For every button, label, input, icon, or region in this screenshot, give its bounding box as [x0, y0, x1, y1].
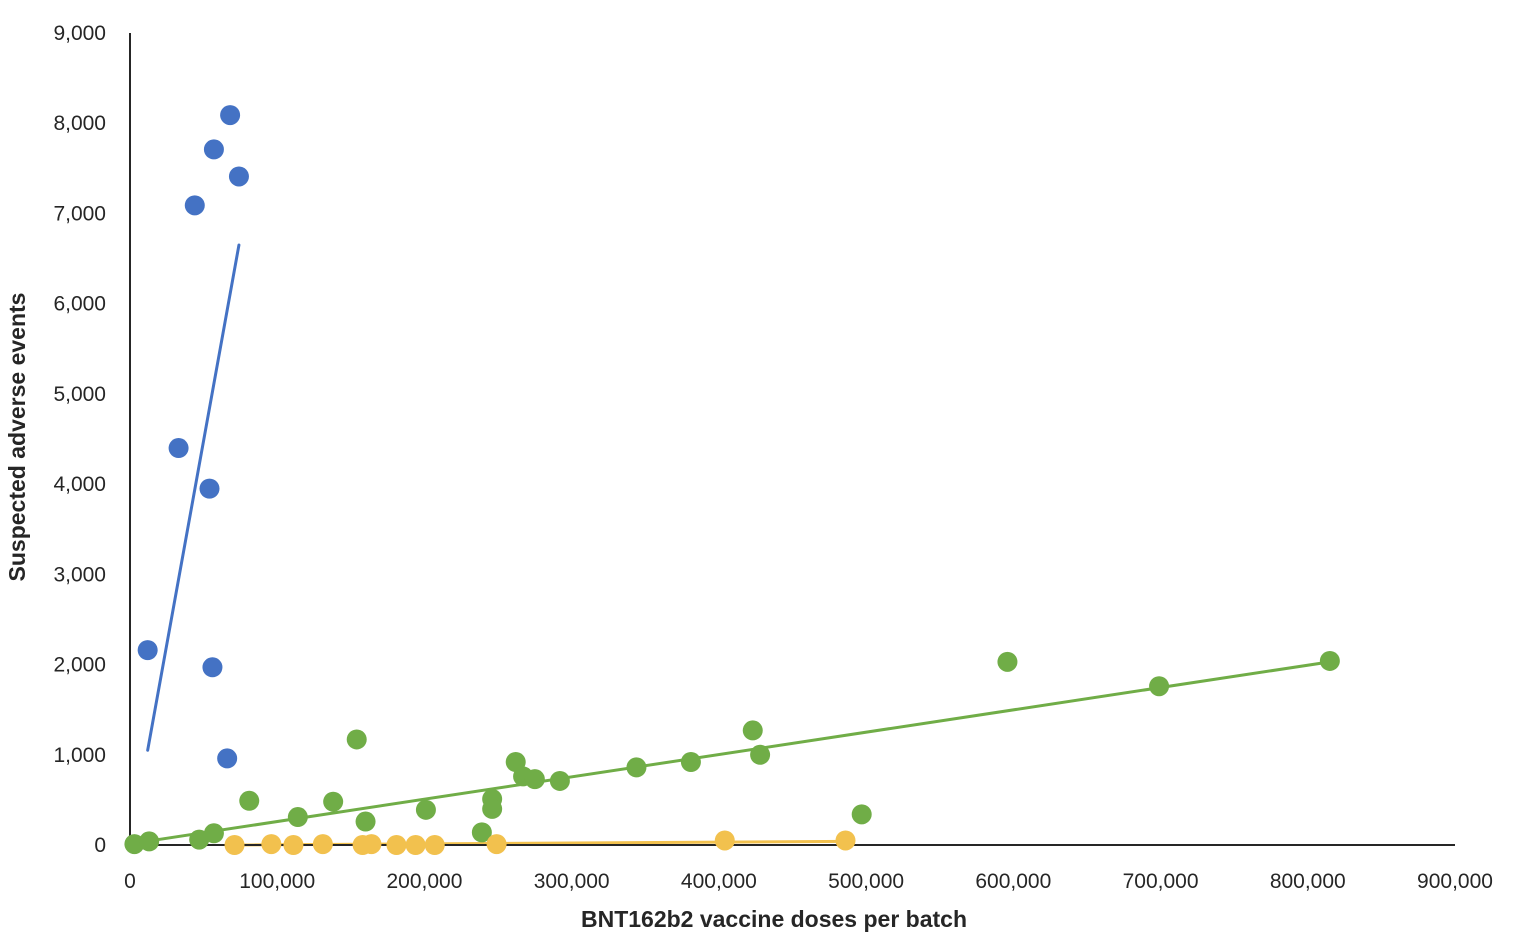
y-tick-label: 9,000 [53, 22, 106, 45]
data-point-series-3 [224, 835, 245, 855]
data-point-series-2 [549, 770, 570, 791]
data-point-series-2 [323, 791, 344, 812]
y-tick-label: 0 [94, 834, 106, 857]
x-tick-label: 400,000 [681, 870, 757, 893]
data-point-series-3 [835, 830, 856, 851]
data-point-series-3 [424, 835, 445, 855]
y-tick-label: 2,000 [53, 654, 106, 677]
y-tick-labels: 0 1,000 2,000 3,000 4,000 5,000 6,000 7,000 8,00… [53, 22, 106, 857]
data-point-series-1 [168, 438, 189, 459]
data-point-series-3 [283, 835, 304, 855]
data-point-series-2 [742, 720, 763, 741]
x-axis-title: BNT162b2 vaccine doses per batch [581, 906, 967, 932]
data-point-series-2 [851, 804, 872, 825]
y-axis-title: Suspected adverse events [4, 293, 30, 582]
data-point-series-2 [139, 831, 160, 852]
data-point-series-2 [346, 729, 367, 750]
y-tick-label: 5,000 [53, 383, 106, 406]
data-point-series-2 [415, 799, 436, 820]
x-tick-label: 700,000 [1123, 870, 1199, 893]
trendline-series-2 [132, 660, 1332, 845]
data-point-series-2 [1149, 676, 1170, 697]
x-tick-label: 0 [124, 870, 136, 893]
data-point-series-2 [203, 823, 224, 844]
data-point-series-3 [714, 830, 735, 851]
y-tick-label: 8,000 [53, 112, 106, 135]
data-point-series-1 [184, 195, 205, 216]
data-point-series-1 [137, 640, 158, 661]
data-point-series-2 [1319, 650, 1340, 671]
x-tick-label: 300,000 [534, 870, 610, 893]
x-tick-labels: 0 100,000 200,000 300,000 400,000 500,000 600,… [124, 870, 1493, 893]
data-point-series-1 [203, 139, 224, 160]
data-point-series-3 [486, 834, 507, 855]
data-point-series-1 [199, 478, 220, 499]
trendline-series-1 [146, 243, 241, 752]
data-point-series-2 [482, 798, 503, 819]
data-point-series-2 [997, 651, 1018, 672]
data-point-series-3 [261, 834, 282, 855]
data-point-series-1 [202, 657, 223, 678]
y-tick-label: 3,000 [53, 563, 106, 586]
data-point-series-3 [405, 835, 426, 855]
y-tick-label: 7,000 [53, 202, 106, 225]
data-points [124, 105, 1340, 855]
y-tick-label: 4,000 [53, 473, 106, 496]
data-point-series-1 [217, 748, 238, 769]
data-point-series-2 [524, 769, 545, 790]
data-point-series-2 [680, 751, 701, 772]
data-point-series-3 [386, 835, 407, 855]
data-point-series-2 [750, 744, 771, 765]
x-tick-label: 500,000 [828, 870, 904, 893]
x-tick-label: 900,000 [1417, 870, 1493, 893]
x-tick-label: 200,000 [386, 870, 462, 893]
x-tick-label: 100,000 [239, 870, 315, 893]
data-point-series-2 [471, 822, 492, 843]
trendlines [132, 243, 1332, 847]
data-point-series-2 [355, 811, 376, 832]
y-tick-label: 6,000 [53, 293, 106, 316]
data-point-series-1 [228, 166, 249, 187]
data-point-series-3 [312, 834, 333, 855]
data-point-series-2 [239, 790, 260, 811]
x-tick-label: 600,000 [975, 870, 1051, 893]
y-tick-label: 1,000 [53, 744, 106, 767]
data-point-series-3 [361, 834, 382, 855]
data-point-series-1 [220, 105, 241, 126]
data-point-series-2 [626, 757, 647, 778]
data-point-series-2 [287, 807, 308, 828]
x-tick-label: 800,000 [1270, 870, 1346, 893]
axes [129, 33, 1455, 846]
